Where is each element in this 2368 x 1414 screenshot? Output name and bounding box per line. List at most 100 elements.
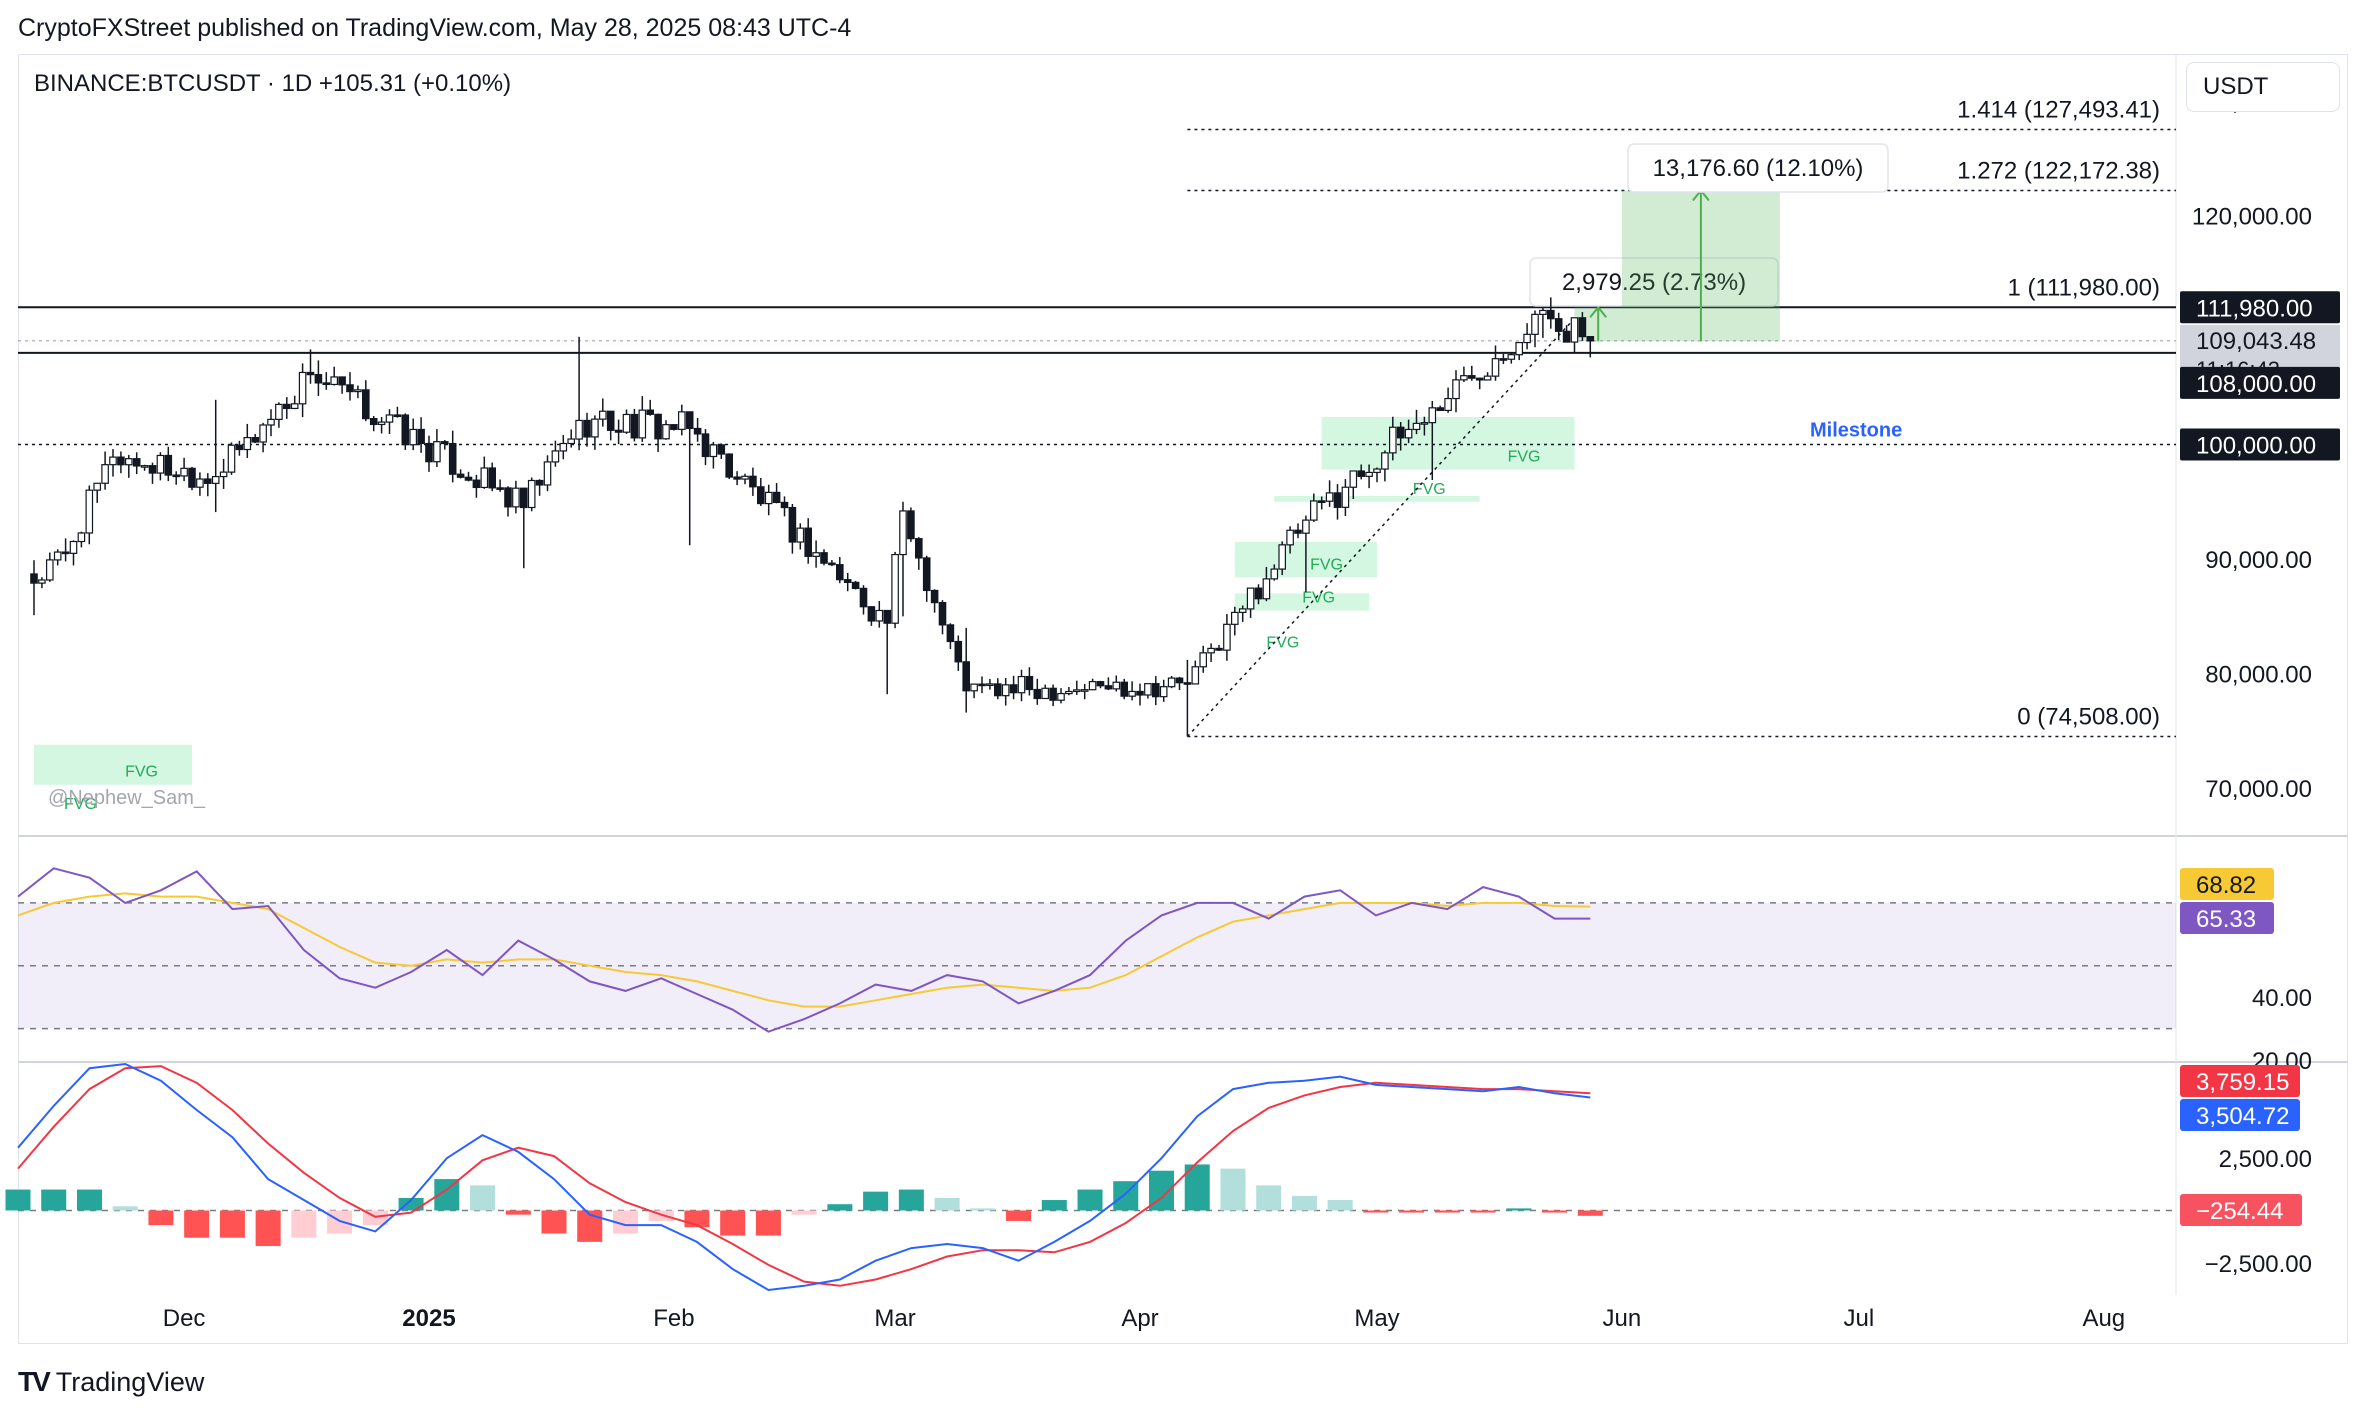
candle-body	[812, 552, 820, 557]
candle-body	[725, 453, 734, 478]
macd-histogram-bar	[791, 1210, 817, 1215]
candle-body	[425, 442, 433, 463]
candle-body	[448, 442, 457, 475]
candle-body	[156, 454, 165, 474]
time-tick-label: May	[1354, 1305, 1399, 1332]
candle-body	[496, 487, 504, 490]
macd-histogram-bar	[755, 1210, 781, 1236]
candle-body	[409, 428, 418, 446]
candle-body	[1112, 681, 1121, 690]
time-tick-label: Dec	[163, 1305, 206, 1332]
candle-body	[140, 465, 149, 468]
candle-body	[1436, 407, 1445, 412]
candle-body	[733, 476, 741, 480]
candle-body	[251, 436, 260, 443]
macd-hist-tag-text: −254.44	[2196, 1198, 2283, 1225]
candle-body	[290, 403, 299, 410]
candle-body	[1483, 375, 1492, 381]
candle-body	[338, 376, 346, 386]
candle-body	[354, 389, 362, 393]
candle-body	[1396, 426, 1405, 439]
candle-body	[480, 467, 489, 489]
publisher-line: CryptoFXStreet published on TradingView.…	[18, 14, 852, 42]
macd-histogram-bar	[219, 1210, 245, 1238]
candle-body	[1333, 492, 1342, 508]
macd-histogram-bar	[184, 1210, 210, 1238]
candle-body	[606, 410, 615, 431]
macd-signal-line	[17, 1065, 1591, 1287]
candle-body	[53, 551, 62, 561]
candle-body	[970, 683, 978, 692]
candle-body	[938, 601, 947, 626]
fvg-label: FVG	[1310, 556, 1343, 573]
candle-body	[417, 428, 425, 445]
fvg-label: FVG	[1302, 590, 1335, 607]
fib-level-label: 1.414 (127,493.41)	[1957, 97, 2160, 124]
macd-histogram-bar	[1041, 1200, 1067, 1211]
candle-body	[1049, 687, 1057, 701]
candle-body	[1041, 687, 1050, 700]
candle-body	[172, 474, 181, 478]
candle-body	[1199, 652, 1208, 668]
candle-body	[1341, 486, 1350, 508]
candle-body	[1167, 677, 1176, 688]
fib-trend-line	[1186, 317, 1576, 738]
candle-body	[1412, 422, 1421, 431]
candle-body	[1570, 317, 1579, 343]
candle-body	[662, 424, 670, 440]
rsi-line	[17, 867, 1591, 1033]
candle-body	[1120, 681, 1129, 697]
fvg-label: FVG	[64, 796, 97, 813]
candle-body	[1467, 375, 1476, 379]
rsi-ma-tag-text: 68.82	[2196, 872, 2256, 899]
candle-body	[1420, 422, 1429, 425]
currency-button[interactable]: USDT	[2186, 62, 2340, 112]
macd-histogram-bar	[5, 1189, 31, 1211]
candle-body	[1001, 684, 1010, 697]
candle-body	[1088, 681, 1097, 691]
candle-body	[1523, 333, 1531, 344]
candle-body	[401, 414, 410, 446]
macd-histogram-bar	[1470, 1210, 1496, 1213]
candle-body	[1515, 341, 1524, 356]
macd-histogram-bar	[1256, 1185, 1282, 1211]
candle-body	[907, 510, 915, 540]
candle-body	[1444, 397, 1452, 412]
candle-body	[1365, 471, 1373, 477]
candle-body	[1554, 318, 1563, 332]
price-tag	[2180, 366, 2340, 399]
candle-body	[109, 456, 117, 466]
candle-body	[670, 424, 678, 430]
candle-body	[575, 419, 583, 440]
price-tick-label: 80,000.00	[2205, 662, 2312, 689]
candle-body	[441, 441, 449, 445]
candle-body	[1270, 568, 1279, 580]
macd-histogram-bar	[863, 1191, 889, 1211]
candle-body	[180, 467, 188, 477]
macd-histogram-bar	[898, 1189, 924, 1211]
price-tag	[2180, 428, 2340, 461]
candle-body	[954, 640, 963, 663]
candle-body	[456, 473, 465, 478]
candle-body	[638, 409, 647, 439]
candle-body	[693, 427, 702, 435]
time-tick-label: Feb	[653, 1305, 694, 1332]
candle-body	[61, 551, 70, 555]
candle-body	[527, 479, 536, 509]
candle-body	[543, 461, 552, 486]
macd-histogram-bar	[505, 1210, 531, 1215]
symbol-legend: BINANCE:BTCUSDT · 1D +105.31 (+0.10%)	[34, 70, 512, 97]
measure-arrow-head	[1589, 305, 1607, 318]
candle-body	[630, 413, 639, 439]
tradingview-brand[interactable]: TV TradingView	[18, 1366, 204, 1398]
candle-body	[1309, 500, 1318, 521]
rsi-tick-label: 40.00	[2252, 985, 2312, 1012]
macd-histogram-bar	[1542, 1210, 1568, 1213]
watermark: @Nephew_Sam_	[48, 787, 206, 809]
candle-body	[1325, 492, 1334, 502]
candle-body	[45, 559, 54, 581]
macd-histogram-bar	[76, 1189, 102, 1211]
candle-body	[1144, 683, 1152, 696]
candle-body	[804, 527, 813, 557]
